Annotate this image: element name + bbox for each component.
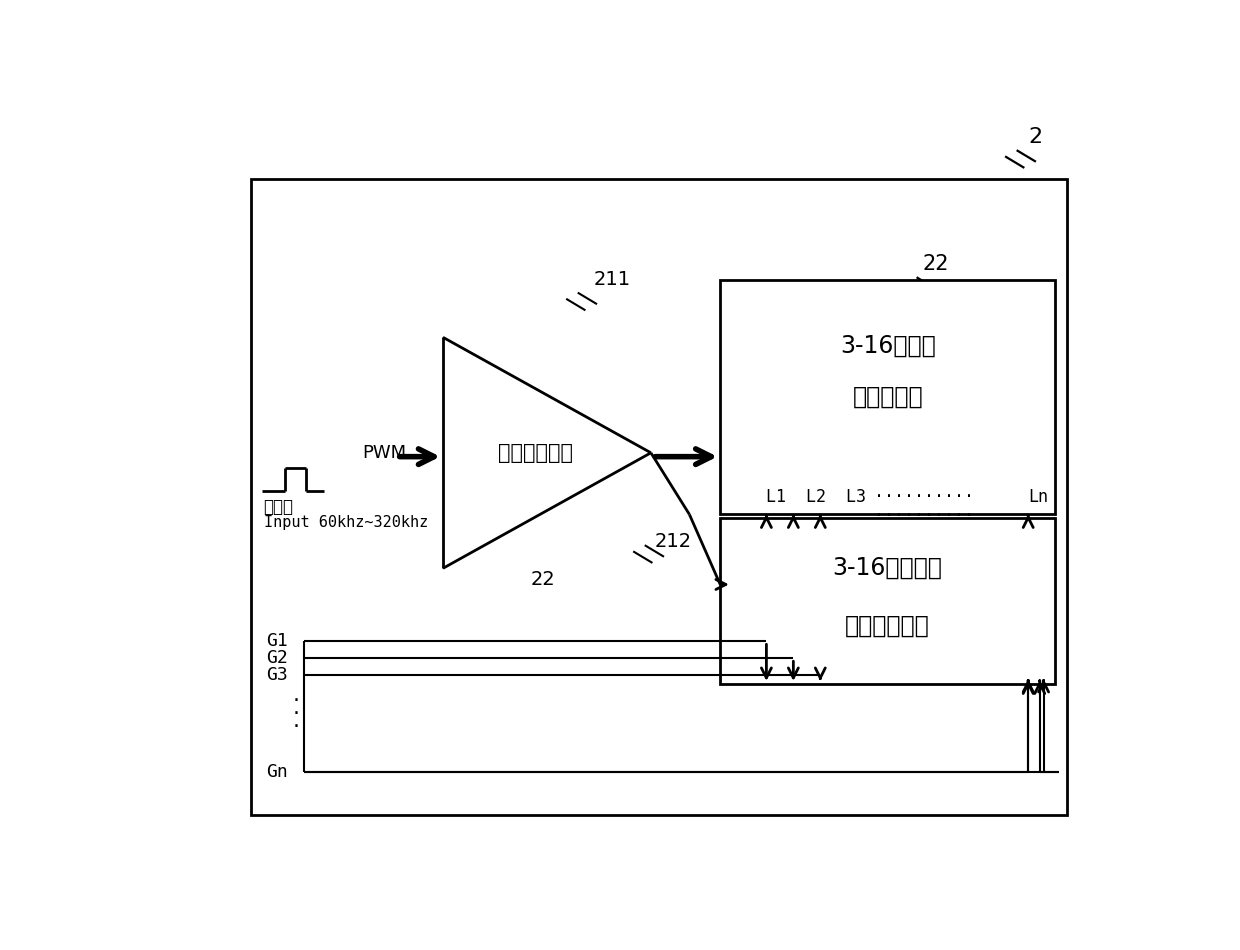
Text: 3-16个阵列: 3-16个阵列: [839, 333, 935, 357]
Text: .: .: [293, 685, 300, 705]
Text: 2: 2: [1029, 127, 1043, 147]
Text: 高速驱动电路: 高速驱动电路: [498, 443, 573, 463]
Bar: [250, 180, 1066, 815]
Bar: [720, 519, 1055, 684]
Text: .: .: [293, 711, 300, 731]
Text: L1  L2  L3: L1 L2 L3: [766, 488, 867, 506]
Text: 3-16路激光二: 3-16路激光二: [833, 556, 942, 580]
Text: 22: 22: [923, 255, 949, 275]
Text: G1: G1: [265, 633, 288, 651]
Text: ··········: ··········: [874, 488, 975, 506]
Text: ··········: ··········: [874, 507, 975, 525]
Bar: [720, 279, 1055, 514]
Text: Gn: Gn: [265, 764, 288, 781]
Text: Ln: Ln: [1028, 488, 1048, 506]
Text: .: .: [293, 698, 300, 718]
Text: 212: 212: [655, 532, 692, 551]
Text: Input 60khz~320khz: Input 60khz~320khz: [264, 515, 428, 529]
Text: PWM: PWM: [362, 444, 407, 462]
Text: 极管控制电路: 极管控制电路: [846, 614, 930, 637]
Text: G2: G2: [265, 650, 288, 668]
Text: 211: 211: [593, 270, 630, 289]
Text: 窄脉冲: 窄脉冲: [264, 498, 294, 516]
Text: 22: 22: [531, 570, 556, 589]
Text: 激光二极管: 激光二极管: [852, 385, 923, 408]
Text: G3: G3: [265, 666, 288, 684]
